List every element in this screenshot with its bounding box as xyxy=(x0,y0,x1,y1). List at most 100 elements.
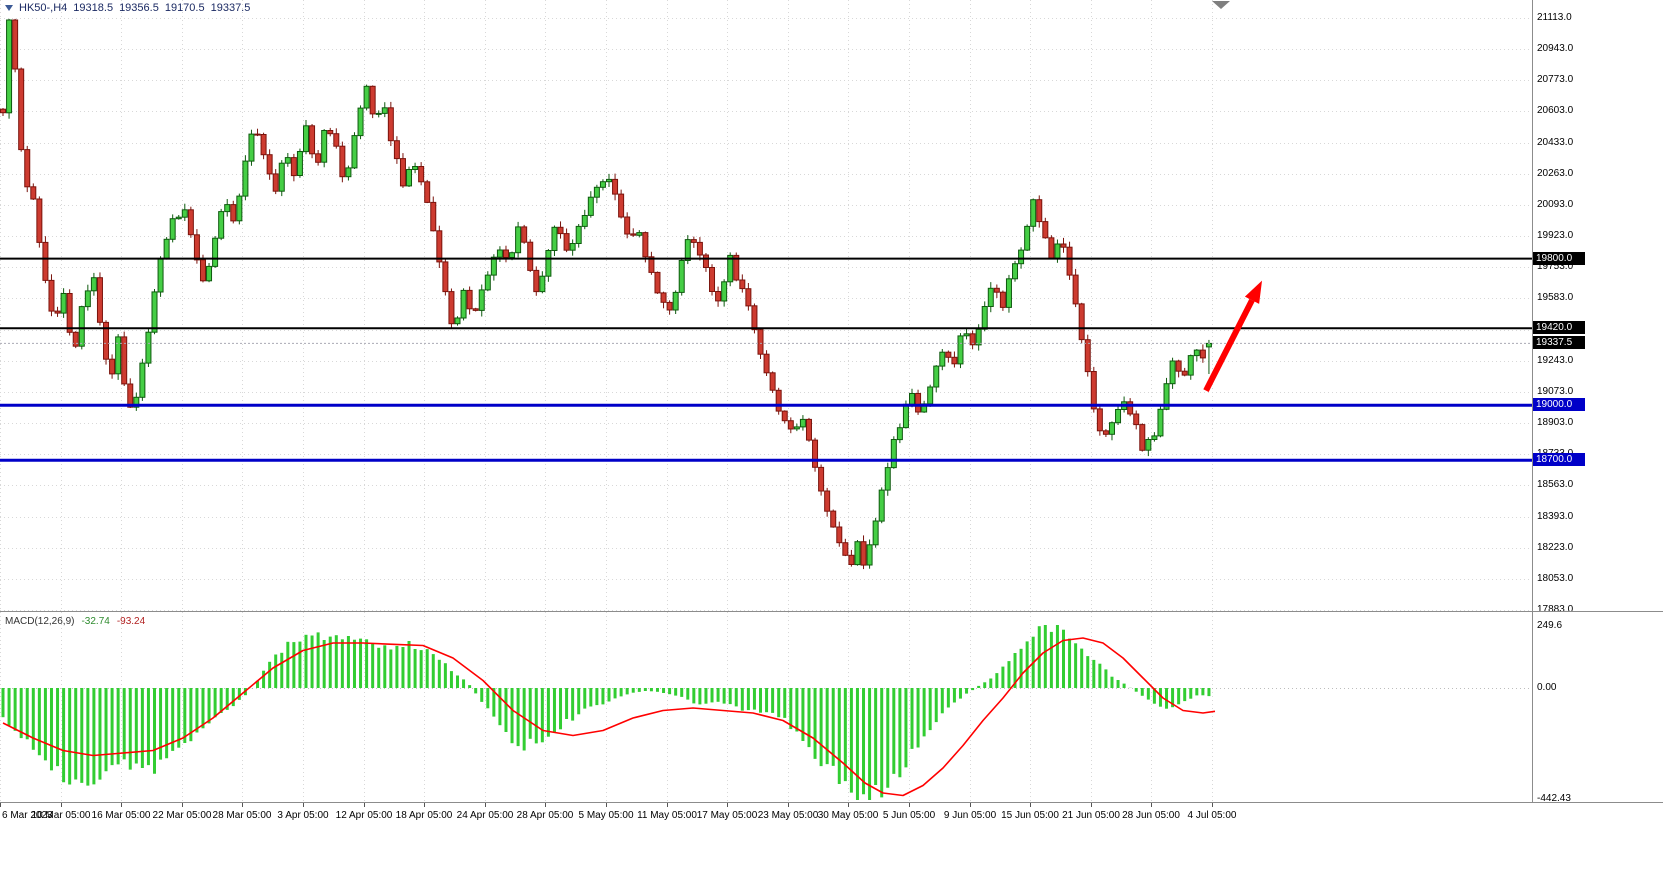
candle xyxy=(805,417,812,442)
candle xyxy=(1024,224,1031,251)
time-axis[interactable]: 6 Mar 2023 10 Mar 05:00 16 Mar 05:00 22 Mar… xyxy=(0,810,1560,828)
candle xyxy=(848,549,855,567)
candle xyxy=(109,354,116,379)
candle xyxy=(642,231,649,263)
main-chart-canvas[interactable] xyxy=(0,0,1532,612)
candle xyxy=(127,378,134,408)
price-tick-label: 19923.0 xyxy=(1537,230,1574,241)
quote-close: 19337.5 xyxy=(210,2,251,14)
candle xyxy=(721,279,728,307)
candle xyxy=(18,67,25,152)
price-tick-label: 19073.0 xyxy=(1537,386,1574,397)
candle xyxy=(496,246,503,262)
candle xyxy=(818,464,825,496)
main-grid xyxy=(0,0,1532,612)
candle xyxy=(406,166,413,187)
candle xyxy=(393,136,400,164)
candle xyxy=(1048,235,1055,260)
time-tick-label: 5 May 05:00 xyxy=(578,810,634,821)
candle xyxy=(575,224,582,248)
time-tick-label: 22 Mar 05:00 xyxy=(152,810,212,821)
candle xyxy=(1181,367,1188,377)
candle xyxy=(872,517,879,548)
candle xyxy=(163,237,170,260)
candle xyxy=(1066,241,1073,280)
candle xyxy=(1030,198,1037,232)
symbol-marker-icon xyxy=(5,5,13,11)
candle xyxy=(96,272,103,326)
candle xyxy=(915,389,922,415)
candle xyxy=(466,286,473,315)
candle xyxy=(430,196,437,232)
panel-separator[interactable] xyxy=(0,611,1663,612)
candle xyxy=(860,535,867,570)
macd-panel-canvas[interactable] xyxy=(0,612,1532,802)
candle xyxy=(0,108,6,116)
candle xyxy=(412,162,419,174)
macd-indicator-label: MACD(12,26,9) -32.74 -93.24 xyxy=(5,616,145,627)
price-axis-divider xyxy=(1532,0,1533,802)
symbol-period-label: HK50-,H4 xyxy=(19,2,68,14)
candle xyxy=(54,306,61,317)
candle xyxy=(672,290,679,314)
candle xyxy=(921,400,928,413)
price-tick-label: 20943.0 xyxy=(1537,43,1574,54)
candle xyxy=(515,221,522,258)
candle xyxy=(842,538,849,557)
candle xyxy=(1199,344,1206,363)
candle xyxy=(424,179,431,204)
price-tick-label: 19243.0 xyxy=(1537,355,1574,366)
up-arrow-annotation[interactable] xyxy=(1203,280,1262,392)
candle xyxy=(1072,268,1079,308)
price-tick-label: 17883.0 xyxy=(1537,604,1574,615)
candle xyxy=(339,141,346,183)
axis-separator xyxy=(0,802,1663,803)
candle xyxy=(830,509,837,528)
candle xyxy=(727,252,734,287)
candle xyxy=(660,291,667,309)
candle xyxy=(266,149,273,180)
quote-bar: HK50-,H4 19318.5 19356.5 19170.5 19337.5 xyxy=(5,2,250,14)
price-tick-label: 20093.0 xyxy=(1537,199,1574,210)
macd-signal-line xyxy=(2,637,1216,797)
candle xyxy=(1133,410,1140,430)
candle xyxy=(115,334,122,380)
candle xyxy=(1175,359,1182,378)
candle xyxy=(702,253,709,272)
candle xyxy=(212,236,219,268)
candle xyxy=(666,300,673,315)
level-badge-18700: 18700.0 xyxy=(1533,453,1585,466)
level-badge-19000: 19000.0 xyxy=(1533,398,1585,411)
candle xyxy=(999,290,1006,311)
candle xyxy=(278,160,285,197)
candle xyxy=(763,350,770,376)
candle xyxy=(745,283,752,311)
candle xyxy=(993,284,1000,298)
candle xyxy=(933,365,940,393)
candle xyxy=(739,274,746,293)
time-tick-label: 12 Apr 05:00 xyxy=(335,810,393,821)
time-tick-label: 6 Mar 2023 xyxy=(2,810,53,821)
candle xyxy=(1187,354,1194,380)
candle xyxy=(927,384,934,407)
price-tick-label: 19583.0 xyxy=(1537,292,1574,303)
time-tick-label: 5 Jun 05:00 xyxy=(882,810,936,821)
candle xyxy=(133,392,140,411)
candle xyxy=(1012,260,1019,282)
candle xyxy=(593,184,600,204)
candle xyxy=(90,272,97,296)
time-tick-label: 18 Apr 05:00 xyxy=(395,810,453,821)
candle xyxy=(381,102,388,118)
price-tick-label: 20263.0 xyxy=(1537,168,1574,179)
candle xyxy=(733,252,740,282)
candle xyxy=(42,236,49,284)
candle xyxy=(296,148,303,178)
candle xyxy=(254,128,261,137)
price-tick-label: 18393.0 xyxy=(1537,511,1574,522)
price-tick-label: 20773.0 xyxy=(1537,74,1574,85)
candle xyxy=(1145,437,1152,457)
chart-shift-marker-icon[interactable] xyxy=(1212,1,1230,9)
candle xyxy=(866,539,873,569)
candle xyxy=(787,417,794,434)
